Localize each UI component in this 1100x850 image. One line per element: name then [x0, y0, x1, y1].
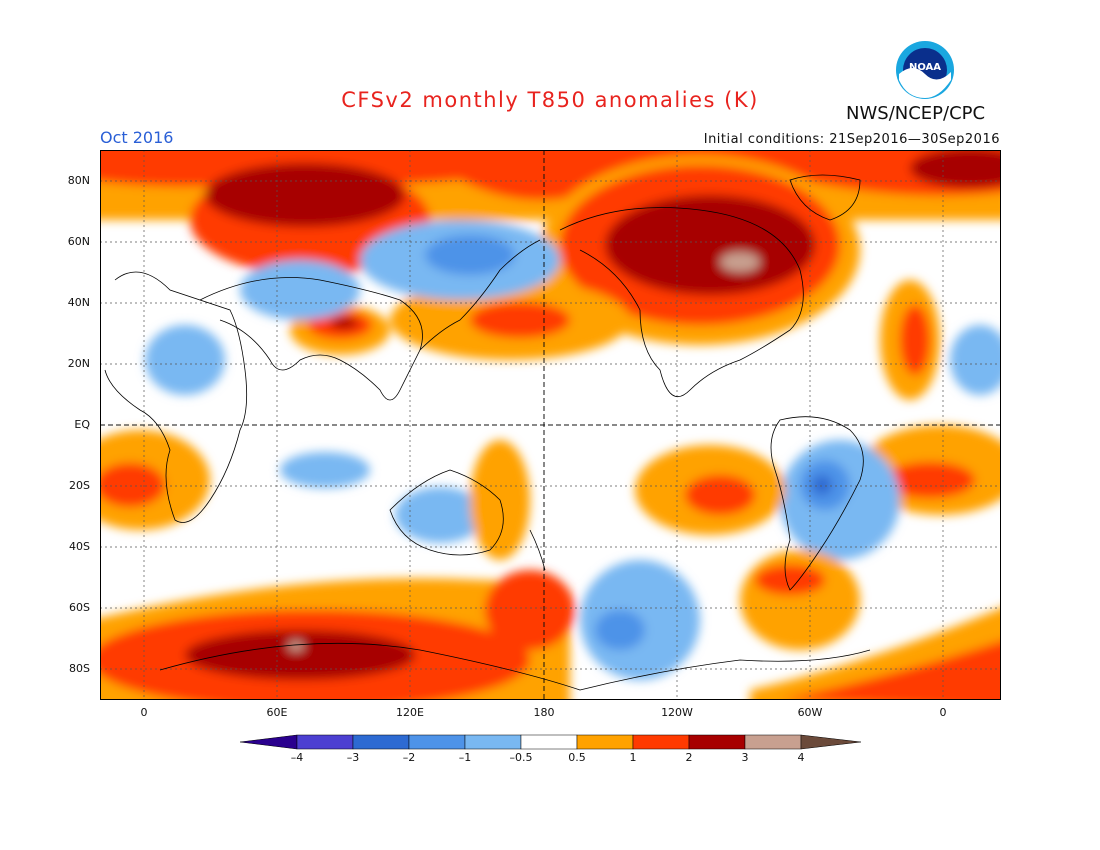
- anom-satl-e-1: [885, 462, 975, 498]
- lat-label-20n: 20N: [67, 357, 90, 370]
- anom-antarctic-hot: [185, 630, 415, 680]
- lat-label-80s: 80S: [69, 662, 90, 675]
- colorbar-tick: 4: [797, 751, 805, 764]
- map-equator-dateline: [100, 150, 1000, 700]
- lon-label-120w: 120W: [661, 706, 693, 719]
- lat-label-eq: EQ: [74, 418, 90, 431]
- initial-conditions: Initial conditions: 21Sep2016—30Sep2016: [703, 132, 1000, 147]
- lat-label-40n: 40N: [67, 296, 90, 309]
- colorbar-tick: –3: [346, 751, 360, 764]
- lat-label-60s: 60S: [69, 601, 90, 614]
- map-title: CFSv2 monthly T850 anomalies (K): [341, 88, 759, 112]
- colorbar-tick: 0.5: [568, 751, 586, 764]
- lon-label-0-east: 0: [939, 706, 947, 719]
- lon-label-0: 0: [140, 706, 148, 719]
- anom-europe-cold: [240, 260, 360, 320]
- anom-sdrake-1: [755, 565, 825, 595]
- anom-na-3: [720, 252, 760, 272]
- coastlines: [104, 174, 871, 691]
- colorbar: [239, 734, 862, 754]
- lon-label-180: 180: [533, 706, 555, 719]
- logo-text: NOAA: [909, 62, 941, 73]
- anom-tibet-2: [330, 317, 358, 329]
- anom-siberia-hot: [205, 163, 405, 227]
- anom-asia-cold-2: [425, 235, 515, 275]
- colorbar-seg-8: [688, 734, 746, 750]
- anom-satl-1: [100, 463, 165, 507]
- colorbar-tick: –1: [458, 751, 472, 764]
- colorbar-seg-7: [632, 734, 690, 750]
- anom-antarctic-pink: [288, 641, 304, 651]
- anom-sw-warm: [485, 570, 575, 650]
- colorbar-tick: –0.5: [509, 751, 533, 764]
- anom-sepac-1: [685, 475, 755, 515]
- forecast-month: Oct 2016: [100, 128, 174, 147]
- colorbar-seg-9: [744, 734, 802, 750]
- anom-antarctic-east-1: [780, 641, 1000, 700]
- lon-label-60w: 60W: [797, 706, 823, 719]
- lat-label-20s: 20S: [69, 479, 90, 492]
- anom-sahara-cold: [145, 325, 225, 395]
- anom-arctic-1: [100, 150, 1000, 200]
- colorbar-seg-0: [239, 734, 298, 750]
- colorbar-seg-2: [352, 734, 410, 750]
- anom-npac-1: [470, 302, 570, 338]
- colorbar-seg-6: [576, 734, 634, 750]
- colorbar-tick: –2: [402, 751, 416, 764]
- map-canvas: [100, 150, 1001, 700]
- lon-label-60e: 60E: [266, 706, 288, 719]
- colorbar-tick: 3: [741, 751, 749, 764]
- colorbar-tick: –4: [290, 751, 304, 764]
- noaa-logo: NOAA: [895, 40, 955, 104]
- colorbar-tick: 2: [685, 751, 693, 764]
- anom-ind-cold: [280, 452, 370, 488]
- lat-label-40s: 40S: [69, 540, 90, 553]
- lon-label-120e: 120E: [396, 706, 424, 719]
- anom-aus-cold: [395, 487, 485, 543]
- anom-arctic-east: [910, 150, 1000, 188]
- lat-label-80n: 80N: [67, 174, 90, 187]
- lat-label-60n: 60N: [67, 235, 90, 248]
- colorbar-seg-4: [464, 734, 522, 750]
- anom-spac-cold-2: [595, 610, 645, 650]
- colorbar-tick: 1: [629, 751, 637, 764]
- colorbar-seg-3: [408, 734, 466, 750]
- anom-natl-1: [900, 305, 930, 375]
- colorbar-seg-1: [296, 734, 354, 750]
- anom-na-2: [605, 195, 815, 295]
- colorbar-seg-10: [800, 734, 862, 750]
- anom-sahara-cold-e: [950, 325, 1000, 395]
- anomaly-map: [100, 150, 1001, 704]
- colorbar-seg-5: [520, 734, 578, 750]
- agency-label: NWS/NCEP/CPC: [846, 103, 986, 124]
- anom-sam-cold-3: [812, 475, 832, 495]
- anom-sdrake-warm: [740, 550, 860, 650]
